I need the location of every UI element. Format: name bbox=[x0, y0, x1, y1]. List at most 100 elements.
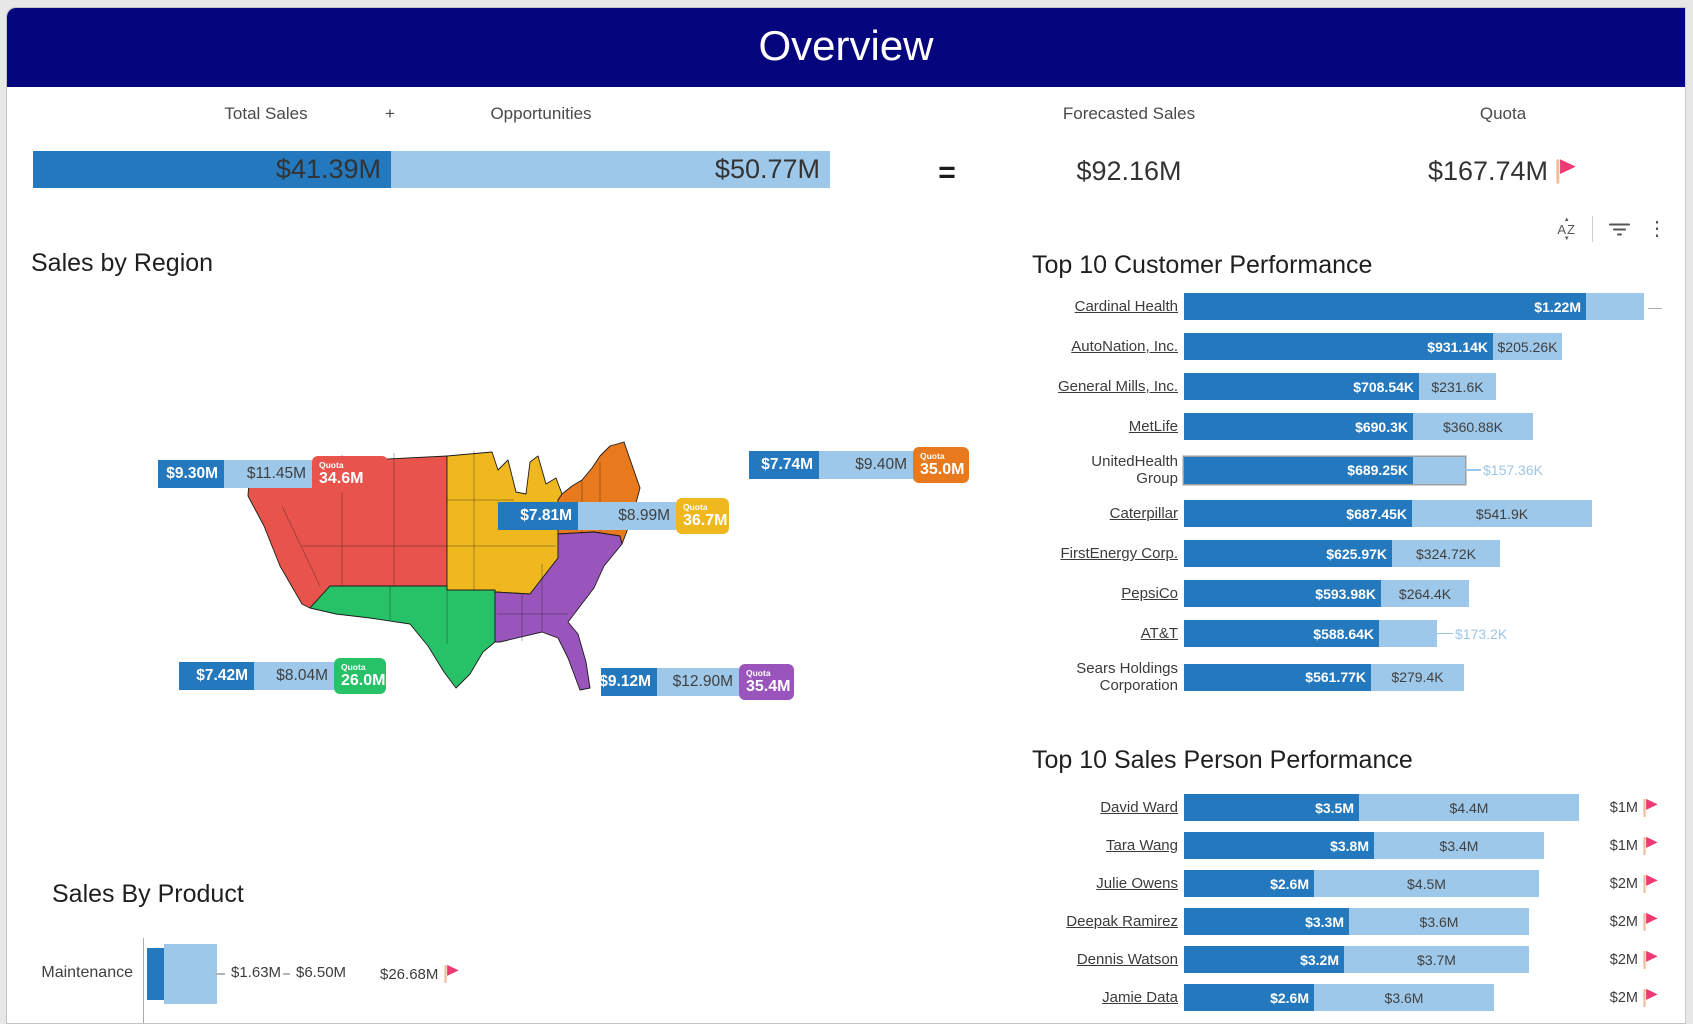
quota-flag-icon bbox=[1643, 798, 1658, 817]
sales-bar[interactable]: $1.22M bbox=[1184, 293, 1586, 320]
quota-flag-icon bbox=[1556, 159, 1576, 184]
leader-dash bbox=[283, 973, 290, 975]
region-callout-southeast: $9.12M $12.90M Quota 35.4M bbox=[599, 664, 794, 704]
opportunity-bar[interactable]: $360.88K bbox=[1413, 413, 1533, 440]
customer-link[interactable]: AT&T bbox=[1140, 625, 1178, 642]
customer-row: Caterpillar $687.45K $541.9K bbox=[1000, 500, 1685, 527]
forecasted-sales-label: Forecasted Sales bbox=[1062, 104, 1196, 123]
quota-flag-icon bbox=[1643, 950, 1658, 969]
west-quota-badge[interactable]: Quota 34.6M bbox=[312, 456, 388, 492]
opportunity-bar[interactable]: $4.5M bbox=[1314, 870, 1539, 897]
southeast-opportunities-bar[interactable]: $12.90M bbox=[657, 668, 739, 696]
sales-bar[interactable]: $690.3K bbox=[1184, 413, 1413, 440]
opportunity-bar[interactable]: $264.4K bbox=[1381, 580, 1469, 607]
salesperson-link[interactable]: Julie Owens bbox=[1096, 875, 1178, 892]
customer-row: PepsiCo $593.98K $264.4K bbox=[1000, 580, 1685, 607]
sales-bar[interactable]: $2.6M bbox=[1184, 984, 1314, 1011]
salesperson-row: Jamie Data $2.6M $3.6M $2M bbox=[1000, 984, 1685, 1011]
opportunity-bar[interactable]: $4.4M bbox=[1359, 794, 1579, 821]
northeast-opportunities-bar[interactable]: $9.40M bbox=[819, 451, 913, 479]
opportunity-bar[interactable] bbox=[1586, 293, 1644, 320]
customer-link[interactable]: FirstEnergy Corp. bbox=[1060, 545, 1178, 562]
south-central-sales-bar[interactable]: $7.42M bbox=[179, 662, 254, 690]
quota-value: $2M bbox=[1610, 988, 1659, 1008]
sales-bar[interactable]: $708.54K bbox=[1184, 373, 1419, 400]
customer-link[interactable]: UnitedHealth Group bbox=[1091, 453, 1178, 487]
opportunity-bar[interactable] bbox=[1413, 456, 1465, 484]
customer-row: MetLife $690.3K $360.88K bbox=[1000, 413, 1685, 440]
west-opportunities-bar[interactable]: $11.45M bbox=[224, 460, 312, 488]
more-options-icon[interactable]: ⋮ bbox=[1647, 218, 1667, 240]
central-sales-bar[interactable]: $7.81M bbox=[498, 502, 578, 530]
sales-bar[interactable]: $3.5M bbox=[1184, 794, 1359, 821]
customer-row: FirstEnergy Corp. $625.97K $324.72K bbox=[1000, 540, 1685, 567]
sales-bar[interactable]: $687.45K bbox=[1184, 500, 1412, 527]
south-central-quota-badge[interactable]: Quota 26.0M bbox=[334, 658, 386, 694]
opportunity-bar[interactable]: $3.6M bbox=[1349, 908, 1529, 935]
sales-bar[interactable]: $3.3M bbox=[1184, 908, 1349, 935]
sales-opportunities-stacked-bar: $41.39M $50.77M bbox=[33, 151, 830, 188]
sales-bar[interactable]: $689.25K bbox=[1184, 456, 1413, 484]
customer-link[interactable]: Cardinal Health bbox=[1074, 298, 1178, 315]
southeast-sales-bar[interactable]: $9.12M bbox=[599, 668, 657, 696]
opportunity-bar[interactable]: $324.72K bbox=[1392, 540, 1500, 567]
customer-link[interactable]: AutoNation, Inc. bbox=[1071, 338, 1178, 355]
sales-bar[interactable]: $588.64K bbox=[1184, 620, 1379, 647]
opportunity-bar[interactable]: $205.26K bbox=[1493, 333, 1562, 360]
south-central-opportunities-bar[interactable]: $8.04M bbox=[254, 662, 334, 690]
map-region-south-central[interactable] bbox=[309, 585, 496, 689]
sort-az-icon[interactable]: ▲ AZ ▼ bbox=[1557, 216, 1576, 242]
opportunity-bar[interactable] bbox=[1379, 620, 1437, 647]
opportunity-bar[interactable]: $279.4K bbox=[1371, 663, 1464, 691]
salesperson-link[interactable]: Tara Wang bbox=[1106, 837, 1178, 854]
customer-link[interactable]: Caterpillar bbox=[1109, 505, 1178, 522]
sales-bar[interactable]: $3.2M bbox=[1184, 946, 1344, 973]
sales-bar[interactable]: $593.98K bbox=[1184, 580, 1381, 607]
opportunity-bar[interactable]: $3.6M bbox=[1314, 984, 1494, 1011]
customer-row: Sears Holdings Corporation $561.77K $279… bbox=[1000, 660, 1685, 694]
total-sales-label: Total Sales bbox=[224, 104, 308, 123]
central-quota-badge[interactable]: Quota 36.7M bbox=[676, 498, 729, 534]
product-sales-value: $1.63M bbox=[226, 962, 287, 983]
opportunity-bar[interactable]: $231.6K bbox=[1419, 373, 1496, 400]
product-opportunity-bar[interactable] bbox=[164, 944, 217, 1004]
quota-flag-icon bbox=[1643, 988, 1658, 1007]
sales-bar[interactable]: $931.14K bbox=[1184, 333, 1493, 360]
sales-by-region-title: Sales by Region bbox=[31, 249, 214, 277]
quota-flag-icon bbox=[1643, 874, 1658, 893]
central-opportunities-bar[interactable]: $8.99M bbox=[578, 502, 676, 530]
opportunity-bar[interactable]: $541.9K bbox=[1412, 500, 1592, 527]
quota-flag-icon bbox=[1643, 836, 1658, 855]
customer-link[interactable]: Sears Holdings Corporation bbox=[1076, 660, 1178, 694]
salesperson-link[interactable]: Deepak Ramirez bbox=[1066, 913, 1178, 930]
customer-chart-toolbar: ▲ AZ ▼ ⋮ bbox=[1417, 216, 1667, 242]
filter-icon[interactable] bbox=[1609, 222, 1631, 237]
total-sales-bar[interactable]: $41.39M bbox=[33, 151, 391, 188]
northeast-quota-badge[interactable]: Quota 35.0M bbox=[913, 447, 969, 483]
sales-bar[interactable]: $2.6M bbox=[1184, 870, 1314, 897]
salesperson-link[interactable]: David Ward bbox=[1100, 799, 1178, 816]
northeast-sales-bar[interactable]: $7.74M bbox=[749, 451, 819, 479]
customer-link[interactable]: General Mills, Inc. bbox=[1057, 378, 1178, 395]
customer-link[interactable]: PepsiCo bbox=[1121, 585, 1178, 602]
product-opportunity-value: $6.50M bbox=[291, 962, 352, 983]
customer-link[interactable]: MetLife bbox=[1128, 418, 1178, 435]
leader-dash bbox=[215, 973, 225, 975]
opportunities-bar[interactable]: $50.77M bbox=[391, 151, 830, 188]
west-sales-bar[interactable]: $9.30M bbox=[158, 460, 224, 488]
product-sales-bar[interactable] bbox=[147, 948, 164, 1000]
sales-bar[interactable]: $625.97K bbox=[1184, 540, 1392, 567]
map-region-southeast[interactable] bbox=[494, 531, 623, 691]
salesperson-row: Tara Wang $3.8M $3.4M $1M bbox=[1000, 832, 1685, 859]
region-callout-central: $7.81M $8.99M Quota 36.7M bbox=[498, 498, 729, 538]
southeast-quota-badge[interactable]: Quota 35.4M bbox=[739, 664, 794, 700]
region-callout-west: $9.30M $11.45M Quota 34.6M bbox=[158, 456, 388, 496]
salesperson-link[interactable]: Dennis Watson bbox=[1076, 951, 1178, 968]
opportunity-bar[interactable]: $3.4M bbox=[1374, 832, 1544, 859]
us-region-map bbox=[247, 441, 641, 691]
opportunity-bar[interactable]: $3.7M bbox=[1344, 946, 1529, 973]
salesperson-link[interactable]: Jamie Data bbox=[1102, 989, 1178, 1006]
sales-bar[interactable]: $561.77K bbox=[1184, 663, 1371, 691]
sales-bar[interactable]: $3.8M bbox=[1184, 832, 1374, 859]
salesperson-performance-title: Top 10 Sales Person Performance bbox=[1032, 746, 1413, 774]
